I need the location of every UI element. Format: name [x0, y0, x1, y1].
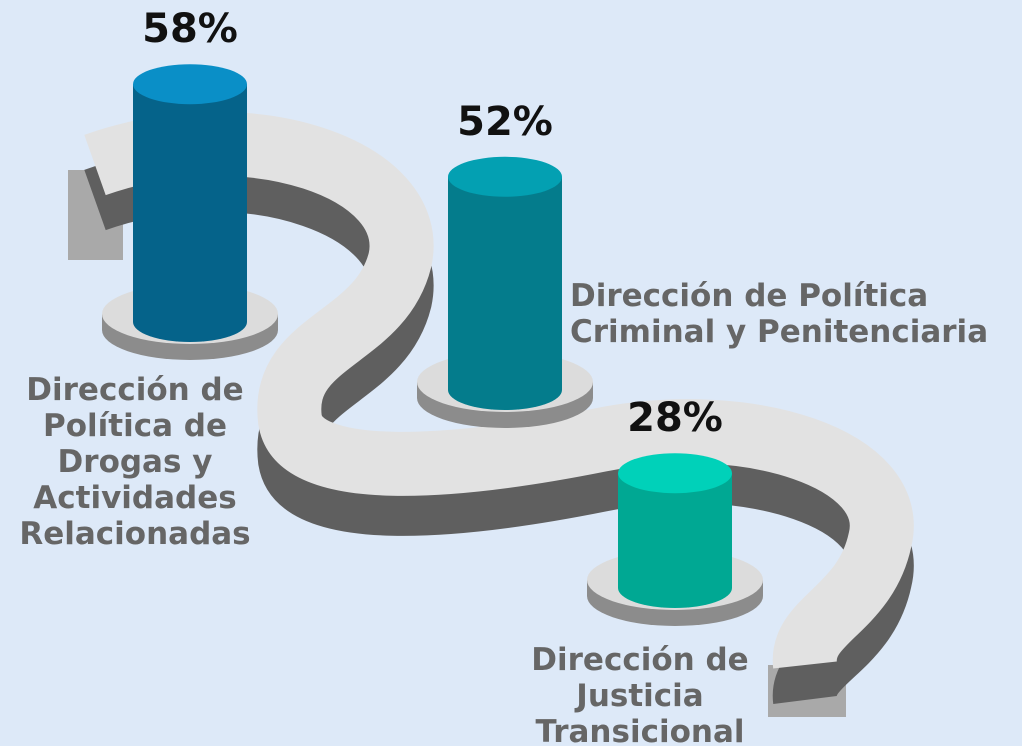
value-label: 52%	[457, 99, 553, 145]
category-label: Dirección de Política de Drogas y Activi…	[5, 372, 265, 552]
bar	[448, 177, 562, 390]
cylinder-top	[618, 453, 732, 493]
value-label: 28%	[627, 395, 723, 441]
cylinder-top	[133, 64, 247, 104]
infographic: 58% 52% 28% Dirección de Política de Droga…	[0, 0, 1022, 746]
value-label: 58%	[142, 6, 238, 52]
category-label: Dirección de Política Criminal y Peniten…	[570, 278, 1020, 350]
category-label: Dirección de Justicia Transicional	[510, 642, 770, 746]
bar	[133, 84, 247, 322]
cylinder-top	[448, 157, 562, 197]
